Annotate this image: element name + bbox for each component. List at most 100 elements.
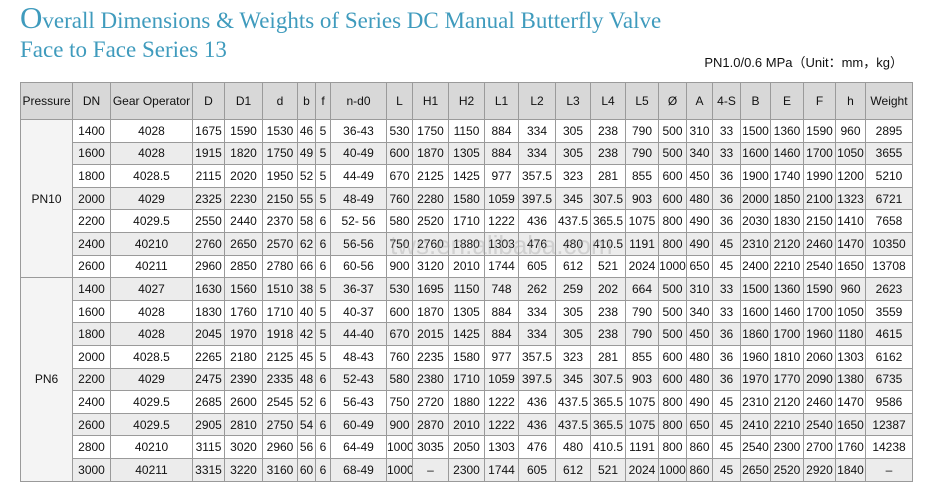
table-cell: 1830 [770,209,804,233]
column-header: L2 [518,82,556,120]
table-cell: 1600 [72,141,111,166]
table-cell: 6 [315,412,331,437]
table-cell: 1191 [625,435,659,459]
table-cell: 2000 [72,186,111,211]
table-cell: 884 [484,322,519,346]
column-header: d [262,82,298,120]
table-cell: 2623 [865,277,913,301]
table-cell: 5 [315,186,331,211]
table-cell: 45 [712,390,741,414]
table-cell: 48-49 [330,186,387,211]
table-cell: 530 [386,119,413,143]
table-cell: 1630 [192,277,225,301]
table-cell: 2125 [412,164,449,188]
table-cell: 60-49 [330,412,387,437]
table-cell: 960 [835,119,866,143]
table-cell: 1600 [740,141,771,166]
table-cell: 62 [297,231,316,256]
table-cell: 4028.5 [110,344,193,369]
table-cell: 357.5 [518,164,556,188]
pressure-cell: PN6 [20,277,73,482]
table-cell: 1760 [224,299,263,324]
table-cell: 1560 [224,277,263,301]
table-cell: 3160 [262,457,298,482]
table-cell: 600 [658,164,687,188]
table-cell: 56-43 [330,390,387,414]
table-cell: 2800 [72,435,111,459]
table-cell: 903 [625,367,659,392]
table-cell: 1970 [740,367,771,392]
table-cell: 340 [686,299,713,324]
table-row: 2800 40210 3115 3020 2960 56 6 64-49 1000 3035 205… [21,435,913,459]
table-cell: 800 [658,435,687,459]
table-cell: 2960 [192,254,225,279]
table-cell: 40 [297,299,316,324]
table-cell: 1650 [835,412,866,437]
table-cell: 5 [315,299,331,324]
table-cell: 1059 [484,186,519,211]
table-cell: 54 [297,412,316,437]
table-cell: 2895 [865,119,913,143]
table-cell: 259 [555,277,591,301]
table-cell: 1750 [262,141,298,166]
table-cell: 2020 [224,164,263,188]
table-cell: 334 [518,299,556,324]
table-cell: 4027 [110,277,193,301]
table-cell: 500 [658,299,687,324]
table-cell: 48 [297,367,316,392]
table-cell: 1000 [386,435,413,459]
header-row: Pressure DN Gear Operator D D1 d b f n-d0 L H1 H2 L1… [20,82,913,120]
table-cell: 2810 [224,412,263,437]
table-cell: 52-43 [330,367,387,392]
column-header: L5 [625,82,659,120]
pressure-cell: PN10 [20,118,73,279]
table-cell: 45 [712,457,741,482]
table-cell: 397.5 [518,186,556,211]
table-cell: 2410 [740,412,771,437]
table-cell: 6 [315,390,331,414]
table-cell: 6 [315,209,331,233]
table-cell: 1410 [835,209,866,233]
table-cell: 2200 [72,209,111,233]
table-cell: 238 [590,141,626,166]
table-cell: 1460 [770,299,804,324]
table-cell: 36 [712,322,741,346]
table-cell: 2024 [625,254,659,279]
table-cell: 56 [297,435,316,459]
table-cell: 2905 [192,412,225,437]
table-cell: 3000 [72,457,111,482]
table-row: 2000 4029 2325 2230 2150 55 5 48-49 760 2280 1580 1… [21,186,913,211]
table-cell: 530 [386,277,413,301]
table-cell: 2400 [740,254,771,279]
table-cell: 44-49 [330,164,387,188]
table-cell: 612 [555,457,591,482]
table-cell: 600 [658,186,687,211]
table-cell: 1850 [770,186,804,211]
table-cell: 500 [658,322,687,346]
table-cell: 1590 [803,119,836,143]
table-cell: 36 [712,164,741,188]
table-cell: 5 [315,119,331,143]
table-cell: 45 [712,254,741,279]
table-cell: 480 [686,344,713,369]
table-cell: 5 [315,344,331,369]
table-cell: 3020 [224,435,263,459]
table-cell: 884 [484,119,519,143]
table-cell: 1870 [412,299,449,324]
table-cell: 281 [590,164,626,188]
column-header: L4 [590,82,626,120]
table-cell: 1590 [803,277,836,301]
table-cell: 2960 [262,435,298,459]
table-cell: 480 [555,231,591,256]
table-cell: 12387 [865,412,913,437]
table-cell: 3655 [865,141,913,166]
table-cell: 33 [712,141,741,166]
table-row: PN6 1400 4027 1630 1560 1510 38 5 36-37 530 1695 11… [20,277,913,482]
table-cell: 860 [686,457,713,482]
table-cell: 238 [590,299,626,324]
table-cell: 38 [297,277,316,301]
table-cell: 397.5 [518,367,556,392]
table-cell: 305 [555,119,591,143]
table-cell: 748 [484,277,519,301]
table-cell: 365.5 [590,412,626,437]
